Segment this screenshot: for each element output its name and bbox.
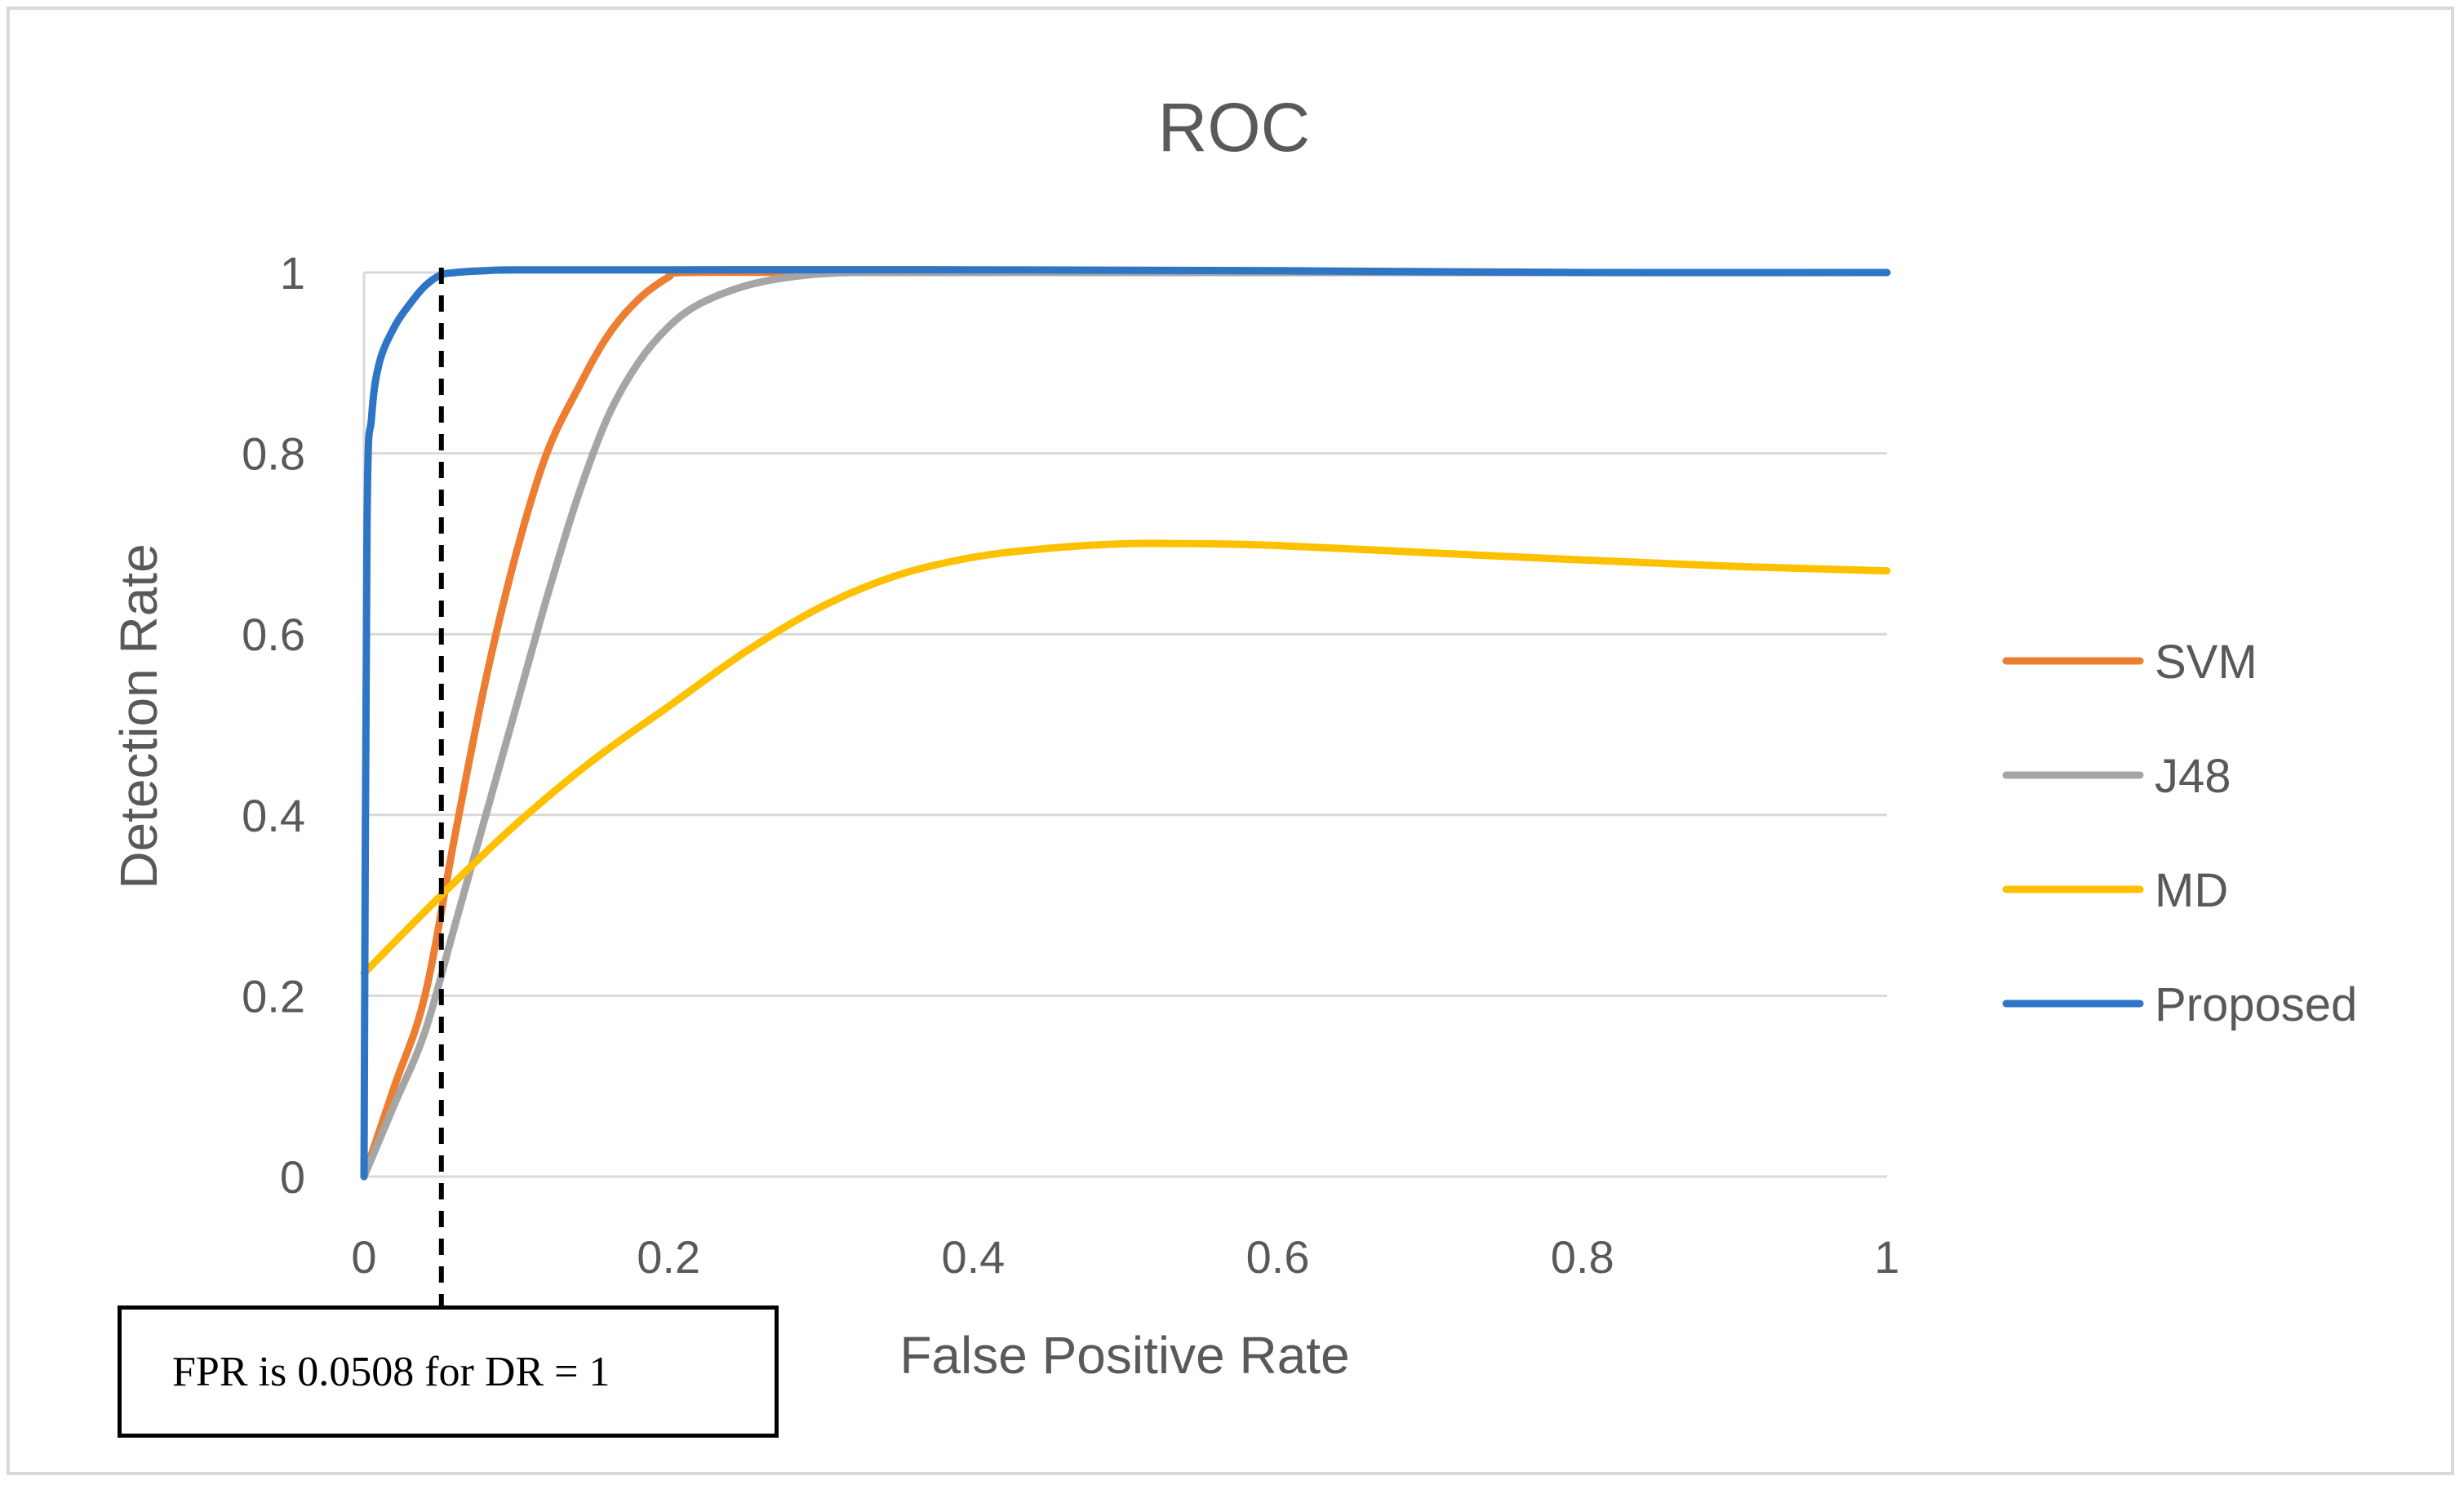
legend-label-svm: SVM xyxy=(2155,636,2258,689)
x-tick-label: 0.2 xyxy=(637,1231,700,1283)
gridlines xyxy=(364,271,1887,997)
x-axis-title: False Positive Rate xyxy=(899,1326,1349,1385)
axes xyxy=(362,273,1887,1178)
y-tick-label: 0.4 xyxy=(242,790,305,841)
y-tick-label: 0.8 xyxy=(242,428,305,480)
legend: SVM J48 MD Proposed xyxy=(2002,636,2357,1031)
y-tick-label: 0.2 xyxy=(242,970,305,1022)
series-line-md xyxy=(360,539,1891,977)
x-tick-label: 0.8 xyxy=(1551,1231,1614,1283)
x-tick-label: 0.4 xyxy=(941,1231,1005,1283)
x-tick-label: 0 xyxy=(351,1231,376,1283)
y-axis-title: Detection Rate xyxy=(109,543,168,889)
series-line-svm xyxy=(360,268,1891,1181)
annotation-box: FPR is 0.0508 for DR = 1 xyxy=(118,1305,779,1438)
legend-label-j48: J48 xyxy=(2155,750,2231,803)
chart-title: ROC xyxy=(1158,89,1311,166)
x-tick-label: 1 xyxy=(1874,1231,1899,1283)
legend-label-proposed: Proposed xyxy=(2155,978,2357,1031)
series-line-proposed xyxy=(360,266,1891,1181)
annotation-text: FPR is 0.0508 for DR = 1 xyxy=(172,1348,610,1395)
series-line-j48 xyxy=(360,268,1891,1181)
y-tick-label: 0.6 xyxy=(242,609,305,660)
tick-labels: 0 0.2 0.4 0.6 0.8 1 0 0.2 0.4 0.6 0.8 1 xyxy=(242,247,1899,1283)
y-tick-label: 0 xyxy=(280,1151,305,1203)
x-tick-label: 0.6 xyxy=(1246,1231,1310,1283)
chart-frame xyxy=(7,7,2454,1475)
legend-label-md: MD xyxy=(2155,864,2228,917)
series-lines xyxy=(360,266,1891,1181)
y-tick-label: 1 xyxy=(280,247,305,299)
